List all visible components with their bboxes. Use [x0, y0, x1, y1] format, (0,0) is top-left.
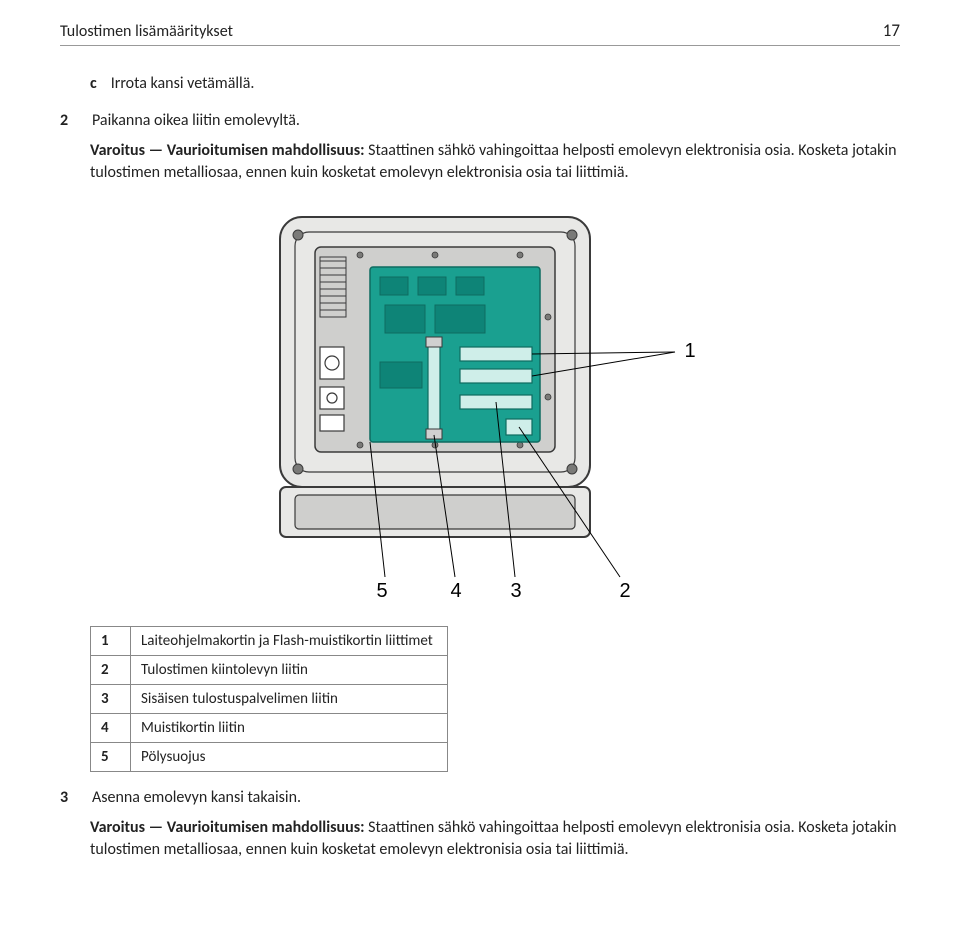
- table-row: 4Muistikortin liitin: [91, 714, 448, 743]
- table-row: 1Laiteohjelmakortin ja Flash-muistikorti…: [91, 627, 448, 656]
- legend-text: Pölysuojus: [131, 743, 448, 772]
- svg-text:3: 3: [510, 580, 521, 602]
- step-c-label: c: [90, 74, 97, 93]
- legend-num: 3: [91, 685, 131, 714]
- warning-1: Varoitus — Vaurioitumisen mahdollisuus: …: [90, 140, 900, 183]
- table-row: 2Tulostimen kiintolevyn liitin: [91, 656, 448, 685]
- svg-text:1: 1: [684, 340, 695, 362]
- warning-2-bold: Varoitus — Vaurioitumisen mahdollisuus:: [90, 818, 365, 837]
- table-row: 3Sisäisen tulostuspalvelimen liitin: [91, 685, 448, 714]
- legend-num: 1: [91, 627, 131, 656]
- table-row: 5Pölysuojus: [91, 743, 448, 772]
- svg-text:2: 2: [619, 580, 630, 602]
- legend-num: 2: [91, 656, 131, 685]
- warning-1-bold: Varoitus — Vaurioitumisen mahdollisuus:: [90, 141, 365, 160]
- step-2: 2 Paikanna oikea liitin emolevyltä.: [60, 111, 900, 130]
- step-3-label: 3: [60, 788, 78, 807]
- svg-text:5: 5: [376, 580, 387, 602]
- figure: 1 2 3 4 5: [60, 197, 900, 612]
- step-3-text: Asenna emolevyn kansi takaisin.: [92, 788, 301, 807]
- step-2-text: Paikanna oikea liitin emolevyltä.: [92, 111, 300, 130]
- step-2-label: 2: [60, 111, 78, 130]
- motherboard-diagram: 1 2 3 4 5: [220, 197, 740, 607]
- legend-table: 1Laiteohjelmakortin ja Flash-muistikorti…: [90, 626, 448, 772]
- legend-text: Laiteohjelmakortin ja Flash-muistikortin…: [131, 627, 448, 656]
- page-header: Tulostimen lisämääritykset 17: [60, 20, 900, 46]
- legend-text: Muistikortin liitin: [131, 714, 448, 743]
- legend-text: Tulostimen kiintolevyn liitin: [131, 656, 448, 685]
- legend-num: 4: [91, 714, 131, 743]
- step-3: 3 Asenna emolevyn kansi takaisin.: [60, 788, 900, 807]
- legend-num: 5: [91, 743, 131, 772]
- legend-text: Sisäisen tulostuspalvelimen liitin: [131, 685, 448, 714]
- svg-text:4: 4: [450, 580, 461, 602]
- warning-2: Varoitus — Vaurioitumisen mahdollisuus: …: [90, 817, 900, 860]
- header-title: Tulostimen lisämääritykset: [60, 22, 233, 41]
- step-c: c Irrota kansi vetämällä.: [90, 74, 900, 93]
- step-c-text: Irrota kansi vetämällä.: [111, 74, 255, 93]
- page-number: 17: [883, 20, 900, 41]
